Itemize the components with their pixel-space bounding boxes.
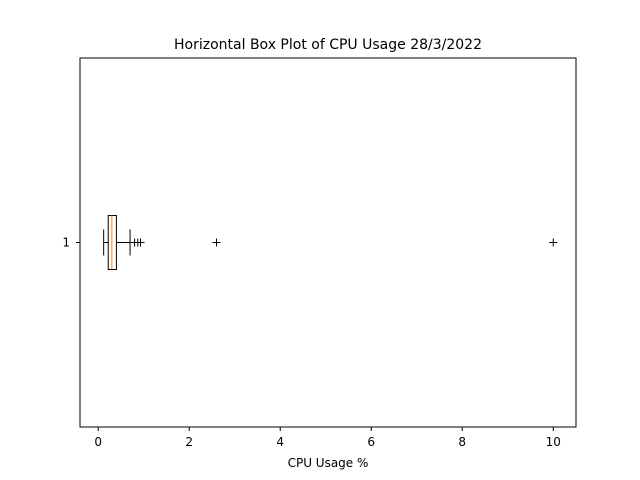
y-tick-label: 1 bbox=[62, 236, 70, 250]
x-tick-label: 10 bbox=[546, 435, 561, 449]
plot-content bbox=[103, 215, 558, 270]
outlier-point bbox=[212, 238, 221, 247]
plot-frame bbox=[79, 57, 577, 428]
x-tick-label: 6 bbox=[367, 435, 375, 449]
outlier-point bbox=[136, 238, 145, 247]
x-tick-label: 4 bbox=[276, 435, 284, 449]
x-axis: 0 2 4 6 8 10 bbox=[94, 427, 561, 449]
outlier-point bbox=[549, 238, 558, 247]
x-tick-label: 0 bbox=[94, 435, 102, 449]
x-tick-label: 2 bbox=[185, 435, 193, 449]
x-tick-label: 8 bbox=[458, 435, 466, 449]
x-axis-label: CPU Usage % bbox=[288, 456, 369, 470]
y-axis: 1 bbox=[62, 236, 80, 250]
chart-title: Horizontal Box Plot of CPU Usage 28/3/20… bbox=[174, 37, 482, 53]
